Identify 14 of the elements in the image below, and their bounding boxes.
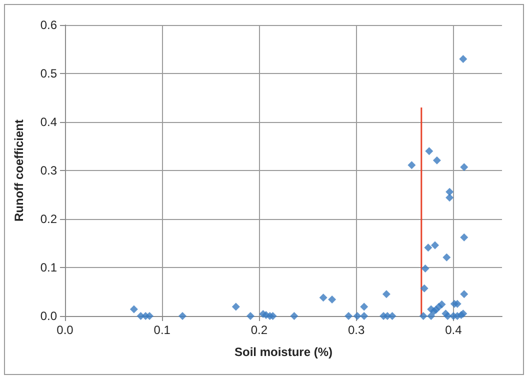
y-tick-label: 0.3 bbox=[40, 164, 58, 178]
x-tick-label: 0.2 bbox=[250, 323, 268, 337]
x-tick-label: 0.0 bbox=[56, 323, 74, 337]
y-tick-label: 0.1 bbox=[40, 260, 58, 274]
y-tick-label: 0.2 bbox=[40, 212, 58, 226]
y-tick-label: 0.5 bbox=[40, 66, 58, 80]
y-axis-title: Runoff coefficient bbox=[12, 120, 26, 222]
y-tick-label: 0.6 bbox=[40, 18, 58, 32]
x-tick-label: 0.4 bbox=[445, 323, 462, 337]
x-tick-label: 0.3 bbox=[348, 323, 365, 337]
x-axis-title: Soil moisture (%) bbox=[234, 345, 333, 359]
y-tick-label: 0.0 bbox=[40, 309, 58, 323]
x-tick-label: 0.1 bbox=[154, 323, 171, 337]
y-tick-label: 0.4 bbox=[40, 115, 58, 129]
